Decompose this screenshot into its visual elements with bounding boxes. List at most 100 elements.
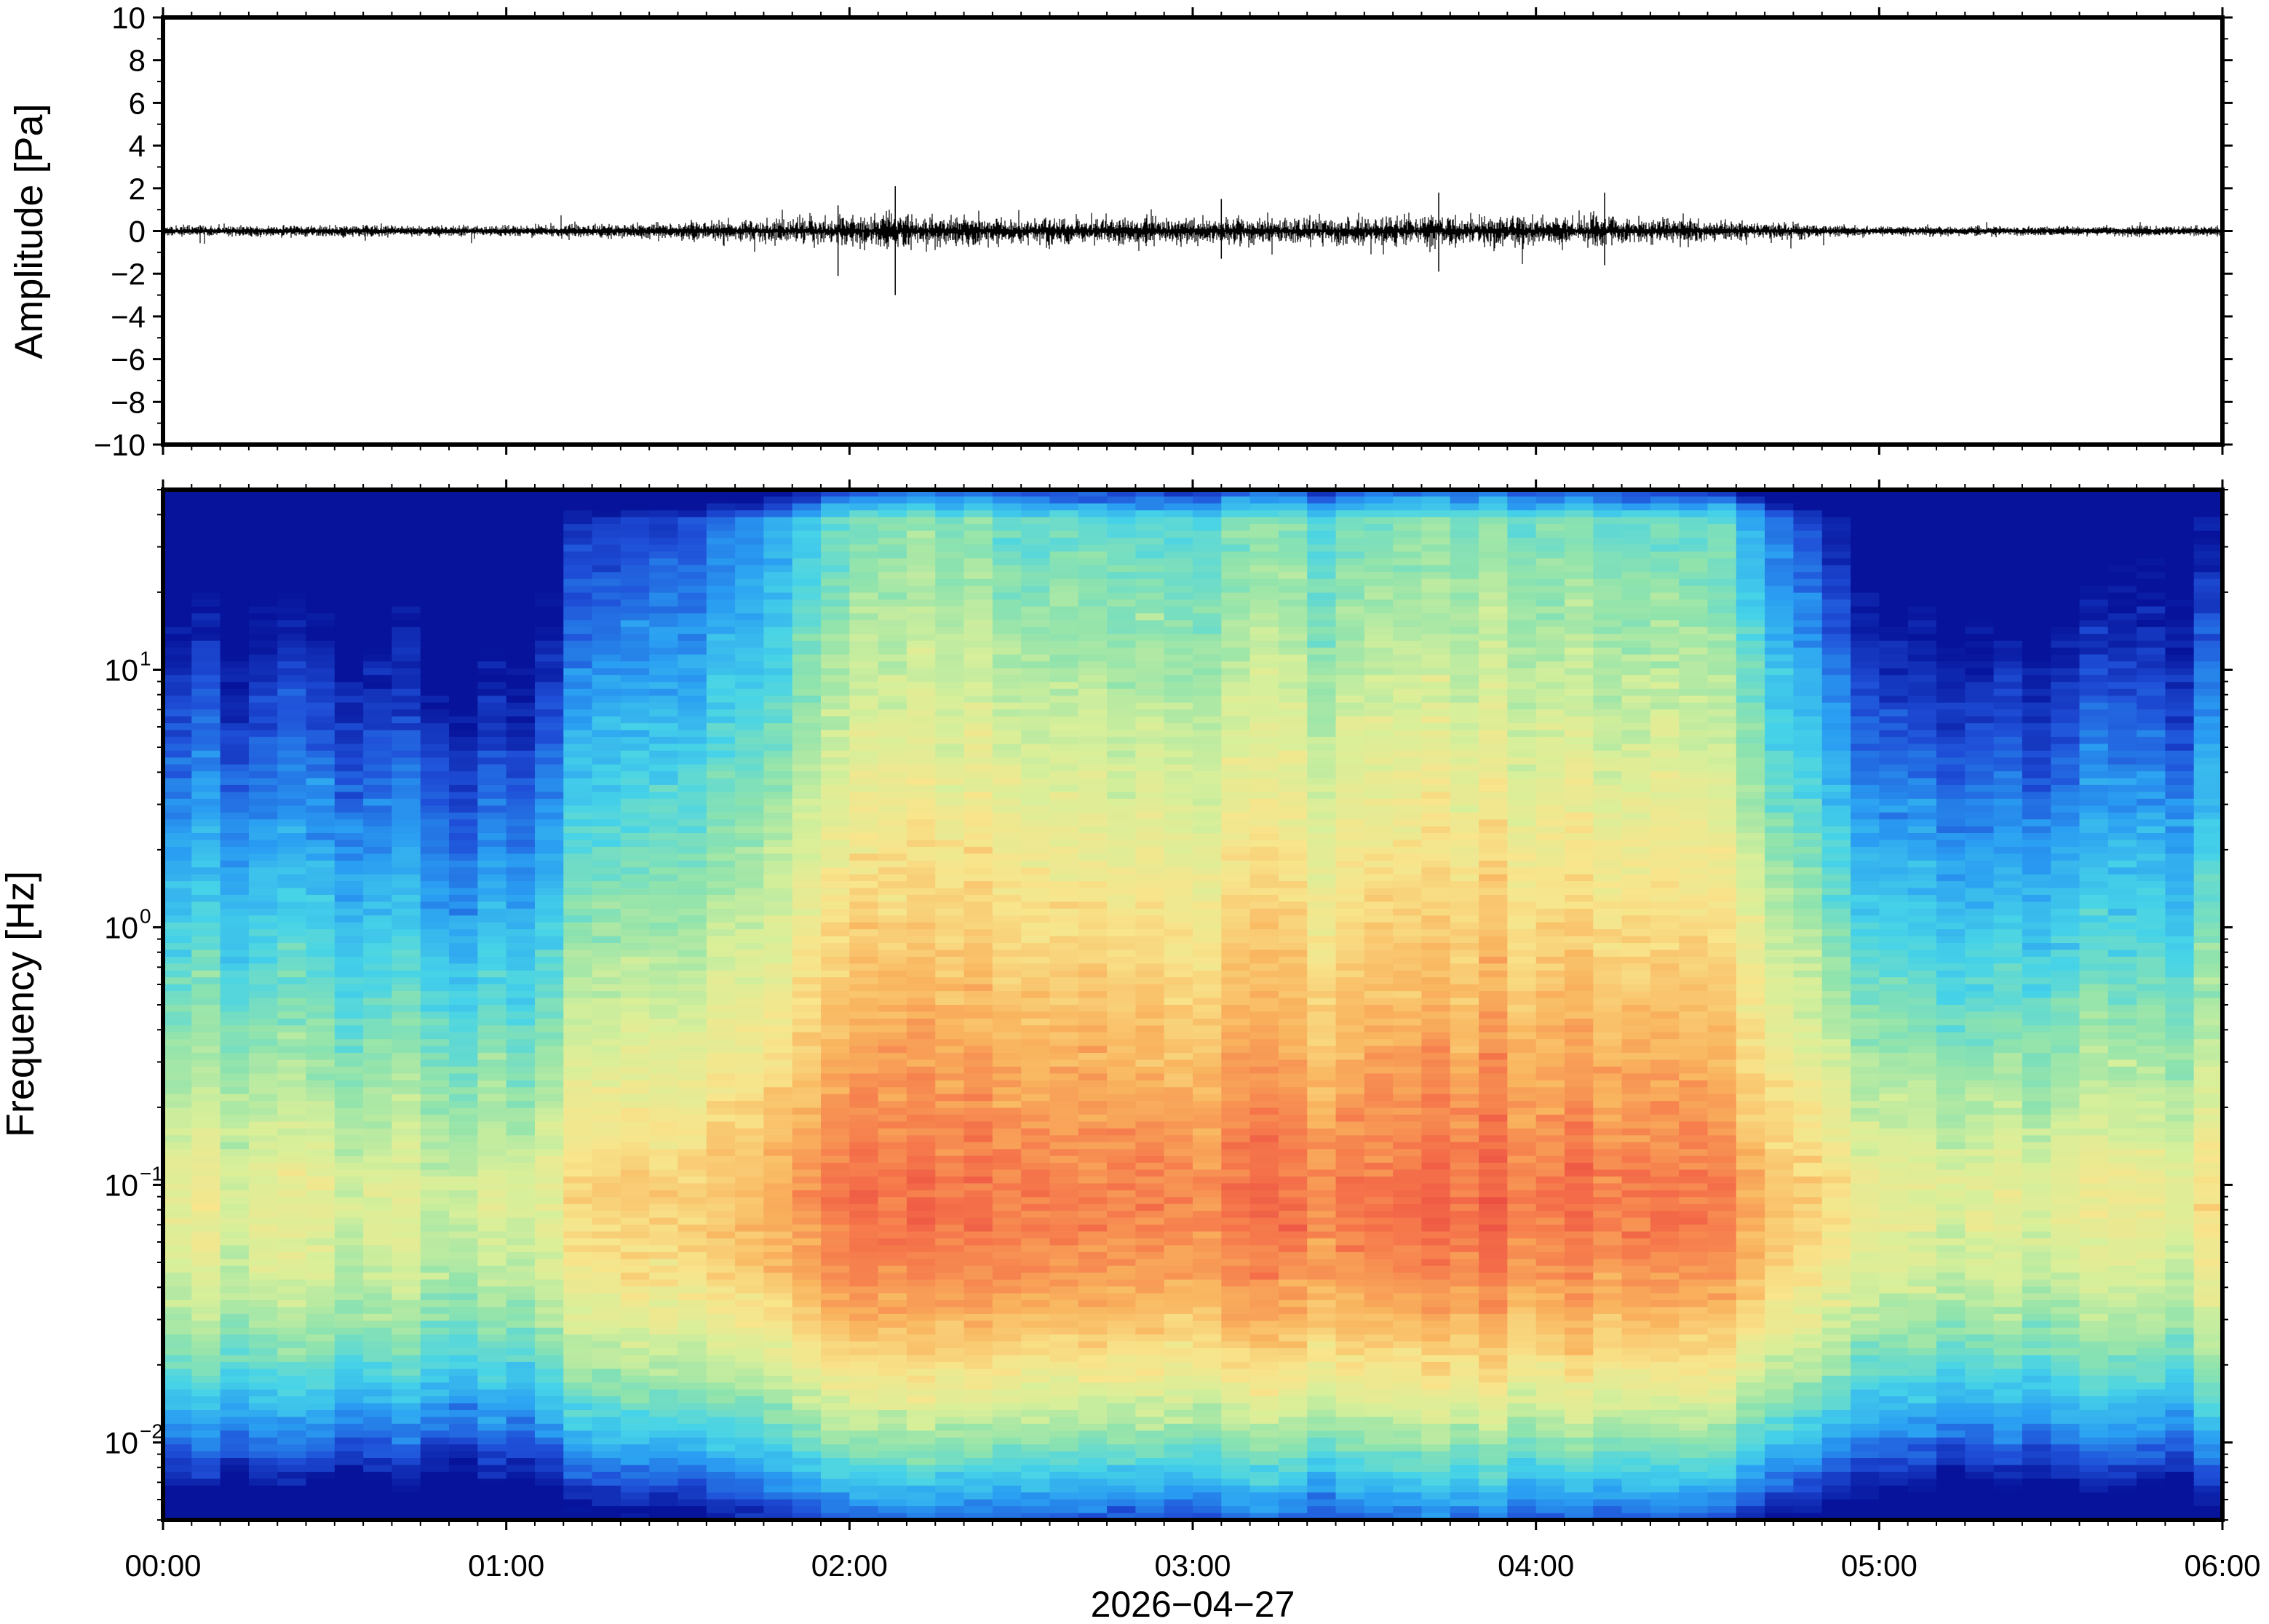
spectrogram-cell bbox=[1021, 798, 1051, 806]
spectrogram-cell bbox=[449, 730, 478, 738]
spectrogram-cell bbox=[248, 991, 278, 999]
spectrogram-cell bbox=[449, 510, 478, 518]
spectrogram-cell bbox=[677, 1087, 707, 1095]
spectrogram-cell bbox=[449, 1279, 478, 1287]
spectrogram-cell bbox=[677, 1341, 707, 1349]
spectrogram-cell bbox=[477, 1409, 507, 1417]
spectrogram-cell bbox=[878, 1066, 907, 1074]
spectrogram-cell bbox=[363, 998, 393, 1006]
spectrogram-cell bbox=[677, 750, 707, 758]
spectrogram-cell bbox=[763, 936, 793, 944]
spectrogram-cell bbox=[649, 819, 679, 827]
spectrogram-cell bbox=[906, 592, 936, 600]
spectrogram-cell bbox=[163, 1101, 192, 1109]
spectrogram-cell bbox=[420, 716, 450, 724]
spectrogram-cell bbox=[763, 853, 793, 861]
spectrogram-cell bbox=[792, 606, 822, 614]
spectrogram-cell bbox=[1049, 634, 1079, 642]
spectrogram-cell bbox=[277, 956, 307, 964]
spectrogram-cell bbox=[477, 991, 507, 999]
spectrogram-cell bbox=[849, 696, 879, 704]
spectrogram-cell bbox=[878, 1396, 907, 1404]
spectrogram-cell bbox=[706, 654, 736, 662]
spectrogram-cell bbox=[935, 846, 965, 854]
spectrogram-cell bbox=[792, 853, 822, 861]
spectrogram-cell bbox=[878, 696, 907, 704]
spectrogram-cell bbox=[534, 798, 564, 806]
spectrogram-cell bbox=[534, 730, 564, 738]
spectrogram-cell bbox=[792, 977, 822, 985]
spectrogram-cell bbox=[849, 1155, 879, 1163]
spectrogram-cell bbox=[878, 1369, 907, 1377]
spectrogram-cell bbox=[506, 1478, 536, 1486]
spectrogram-cell bbox=[363, 592, 393, 600]
spectrogram-cell bbox=[1049, 696, 1079, 704]
spectrogram-cell bbox=[506, 1293, 536, 1301]
spectrogram-cell bbox=[306, 578, 335, 586]
spectrogram-cell bbox=[392, 661, 421, 669]
spectrogram-cell bbox=[420, 1046, 450, 1054]
spectrogram-cell bbox=[563, 1217, 593, 1225]
spectrogram-cell bbox=[706, 1499, 736, 1507]
spectrogram-cell bbox=[392, 1128, 421, 1136]
spectrogram-cell bbox=[677, 1307, 707, 1315]
spectrogram-cell bbox=[821, 1286, 850, 1294]
spectrogram-cell bbox=[363, 888, 393, 896]
spectrogram-cell bbox=[735, 1121, 765, 1129]
spectrogram-cell bbox=[363, 778, 393, 786]
spectrogram-cell bbox=[248, 1251, 278, 1259]
spectrogram-cell bbox=[334, 1259, 364, 1267]
spectrogram-cell bbox=[248, 1032, 278, 1040]
spectrogram-cell bbox=[792, 1499, 822, 1507]
spectrogram-cell bbox=[735, 1251, 765, 1259]
spectrogram-cell bbox=[706, 1066, 736, 1074]
spectrogram-cell bbox=[763, 1369, 793, 1377]
spectrogram-cell bbox=[277, 1389, 307, 1397]
spectrogram-cell bbox=[477, 551, 507, 559]
spectrogram-cell bbox=[906, 524, 936, 532]
spectrogram-cell bbox=[706, 1169, 736, 1177]
spectrogram-cell bbox=[763, 901, 793, 909]
spectrogram-cell bbox=[821, 592, 850, 600]
spectrogram-cell bbox=[220, 908, 250, 916]
spectrogram-cell bbox=[420, 1107, 450, 1115]
spectrogram-cell bbox=[906, 1011, 936, 1019]
spectrogram-cell bbox=[449, 784, 478, 792]
spectrogram-cell bbox=[306, 654, 335, 662]
spectrogram-cell bbox=[220, 744, 250, 752]
spectrogram-cell bbox=[735, 1307, 765, 1315]
spectrogram-cell bbox=[163, 1485, 192, 1493]
spectrogram-cell bbox=[878, 874, 907, 882]
spectrogram-cell bbox=[821, 812, 850, 820]
spectrogram-cell bbox=[191, 1465, 221, 1473]
spectrogram-cell bbox=[306, 1458, 335, 1466]
spectrogram-cell bbox=[1049, 1409, 1079, 1417]
spectrogram-cell bbox=[706, 551, 736, 559]
spectrogram-cell bbox=[392, 1369, 421, 1377]
spectrogram-cell bbox=[277, 881, 307, 889]
spectrogram-cell bbox=[649, 915, 679, 923]
spectrogram-cell bbox=[735, 860, 765, 868]
spectrogram-cell bbox=[649, 709, 679, 717]
spectrogram-cell bbox=[392, 1273, 421, 1281]
spectrogram-cell bbox=[792, 1155, 822, 1163]
spectrogram-cell bbox=[821, 1369, 850, 1377]
spectrogram-cell bbox=[735, 840, 765, 848]
spectrogram-cell bbox=[449, 1121, 478, 1129]
spectrogram-cell bbox=[363, 1307, 393, 1315]
spectrogram-cell bbox=[935, 1163, 965, 1171]
spectrogram-cell bbox=[763, 600, 793, 608]
spectrogram-cell bbox=[277, 1492, 307, 1500]
spectrogram-cell bbox=[1021, 1059, 1051, 1067]
spectrogram-cell bbox=[849, 1396, 879, 1404]
spectrogram-cell bbox=[649, 736, 679, 744]
spectrogram-cell bbox=[392, 503, 421, 511]
spectrogram-cell bbox=[963, 626, 993, 634]
spectrogram-cell bbox=[220, 586, 250, 594]
spectrogram-cell bbox=[477, 696, 507, 704]
spectrogram-cell bbox=[1049, 812, 1079, 820]
spectrogram-cell bbox=[649, 1321, 679, 1329]
spectrogram-cell bbox=[163, 600, 192, 608]
spectrogram-cell bbox=[763, 778, 793, 786]
spectrogram-cell bbox=[849, 490, 879, 498]
